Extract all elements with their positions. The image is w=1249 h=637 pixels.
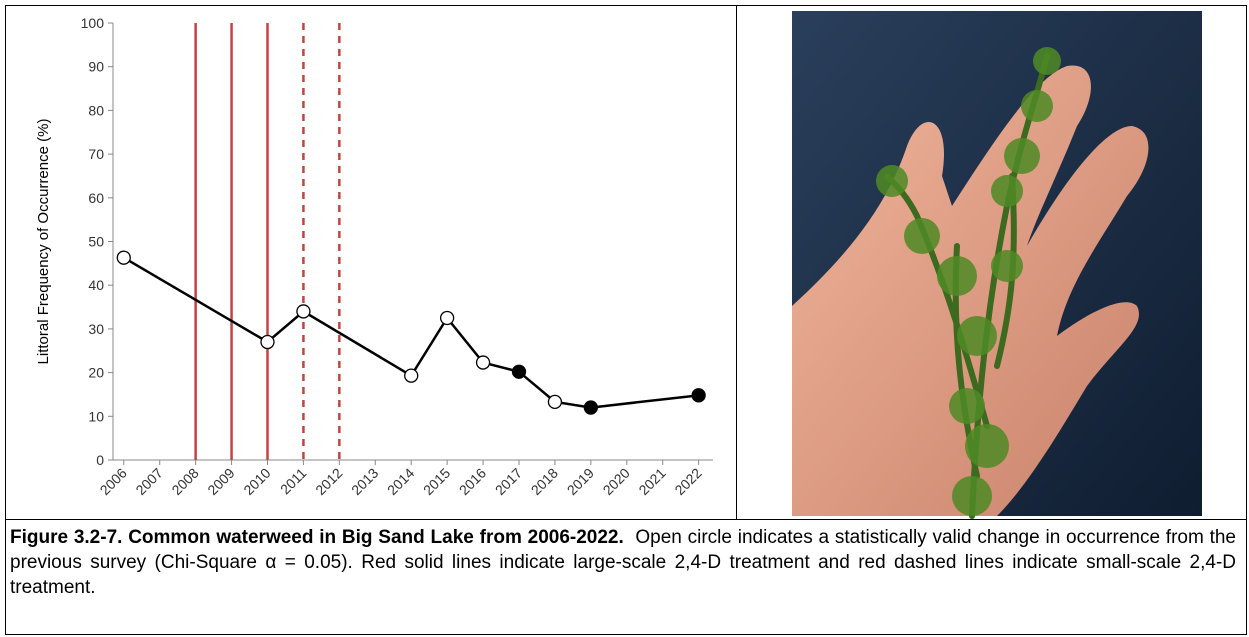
point — [297, 305, 310, 318]
caption-title: Figure 3.2-7. Common waterweed in Big Sa… — [10, 527, 624, 548]
y-tick-label: 60 — [88, 190, 104, 206]
photo — [736, 6, 1249, 519]
y-tick-label: 50 — [88, 234, 104, 250]
point — [584, 401, 597, 414]
y-tick-label: 30 — [88, 321, 104, 337]
x-tick-label: 2013 — [348, 465, 381, 498]
x-tick-label: 2021 — [635, 465, 668, 498]
point — [477, 356, 490, 369]
x-tick-label: 2007 — [132, 465, 165, 498]
y-tick-label: 0 — [96, 452, 104, 468]
x-tick-label: 2019 — [564, 465, 597, 498]
point — [512, 365, 525, 378]
x-tick-label: 2010 — [240, 465, 273, 498]
x-tick-label: 2012 — [312, 465, 345, 498]
y-tick-label: 40 — [88, 277, 104, 293]
point — [261, 336, 274, 349]
point — [441, 311, 454, 324]
y-tick-label: 70 — [88, 146, 104, 162]
x-tick-label: 2020 — [600, 465, 633, 498]
x-tick-label: 2015 — [420, 465, 453, 498]
y-tick-label: 20 — [88, 365, 104, 381]
x-tick-label: 2011 — [277, 465, 310, 498]
figure: Littoral Frequency of Occurrence (%) 0 10 2… — [5, 5, 1247, 635]
series-line — [124, 258, 699, 408]
x-tick-label: 2017 — [492, 465, 525, 498]
x-tick-label: 2009 — [204, 465, 237, 498]
x-tick-label: 2016 — [456, 465, 489, 498]
x-tick-label: 2008 — [168, 465, 201, 498]
x-tick-label: 2014 — [384, 465, 417, 498]
y-tick-label: 90 — [88, 59, 104, 75]
y-axis-label: Littoral Frequency of Occurrence (%) — [35, 119, 52, 365]
point — [548, 395, 561, 408]
y-tick-label: 80 — [88, 102, 104, 118]
chart: Littoral Frequency of Occurrence (%) 0 10 2… — [6, 6, 734, 518]
point — [117, 251, 130, 264]
y-tick-label: 100 — [81, 15, 105, 31]
caption: Figure 3.2-7. Common waterweed in Big Sa… — [6, 519, 1246, 635]
point — [405, 369, 418, 382]
x-tick-label: 2006 — [97, 465, 130, 498]
x-tick-label: 2018 — [528, 465, 561, 498]
point — [692, 389, 705, 402]
y-tick-label: 10 — [88, 408, 104, 424]
x-tick-label: 2022 — [671, 465, 704, 498]
